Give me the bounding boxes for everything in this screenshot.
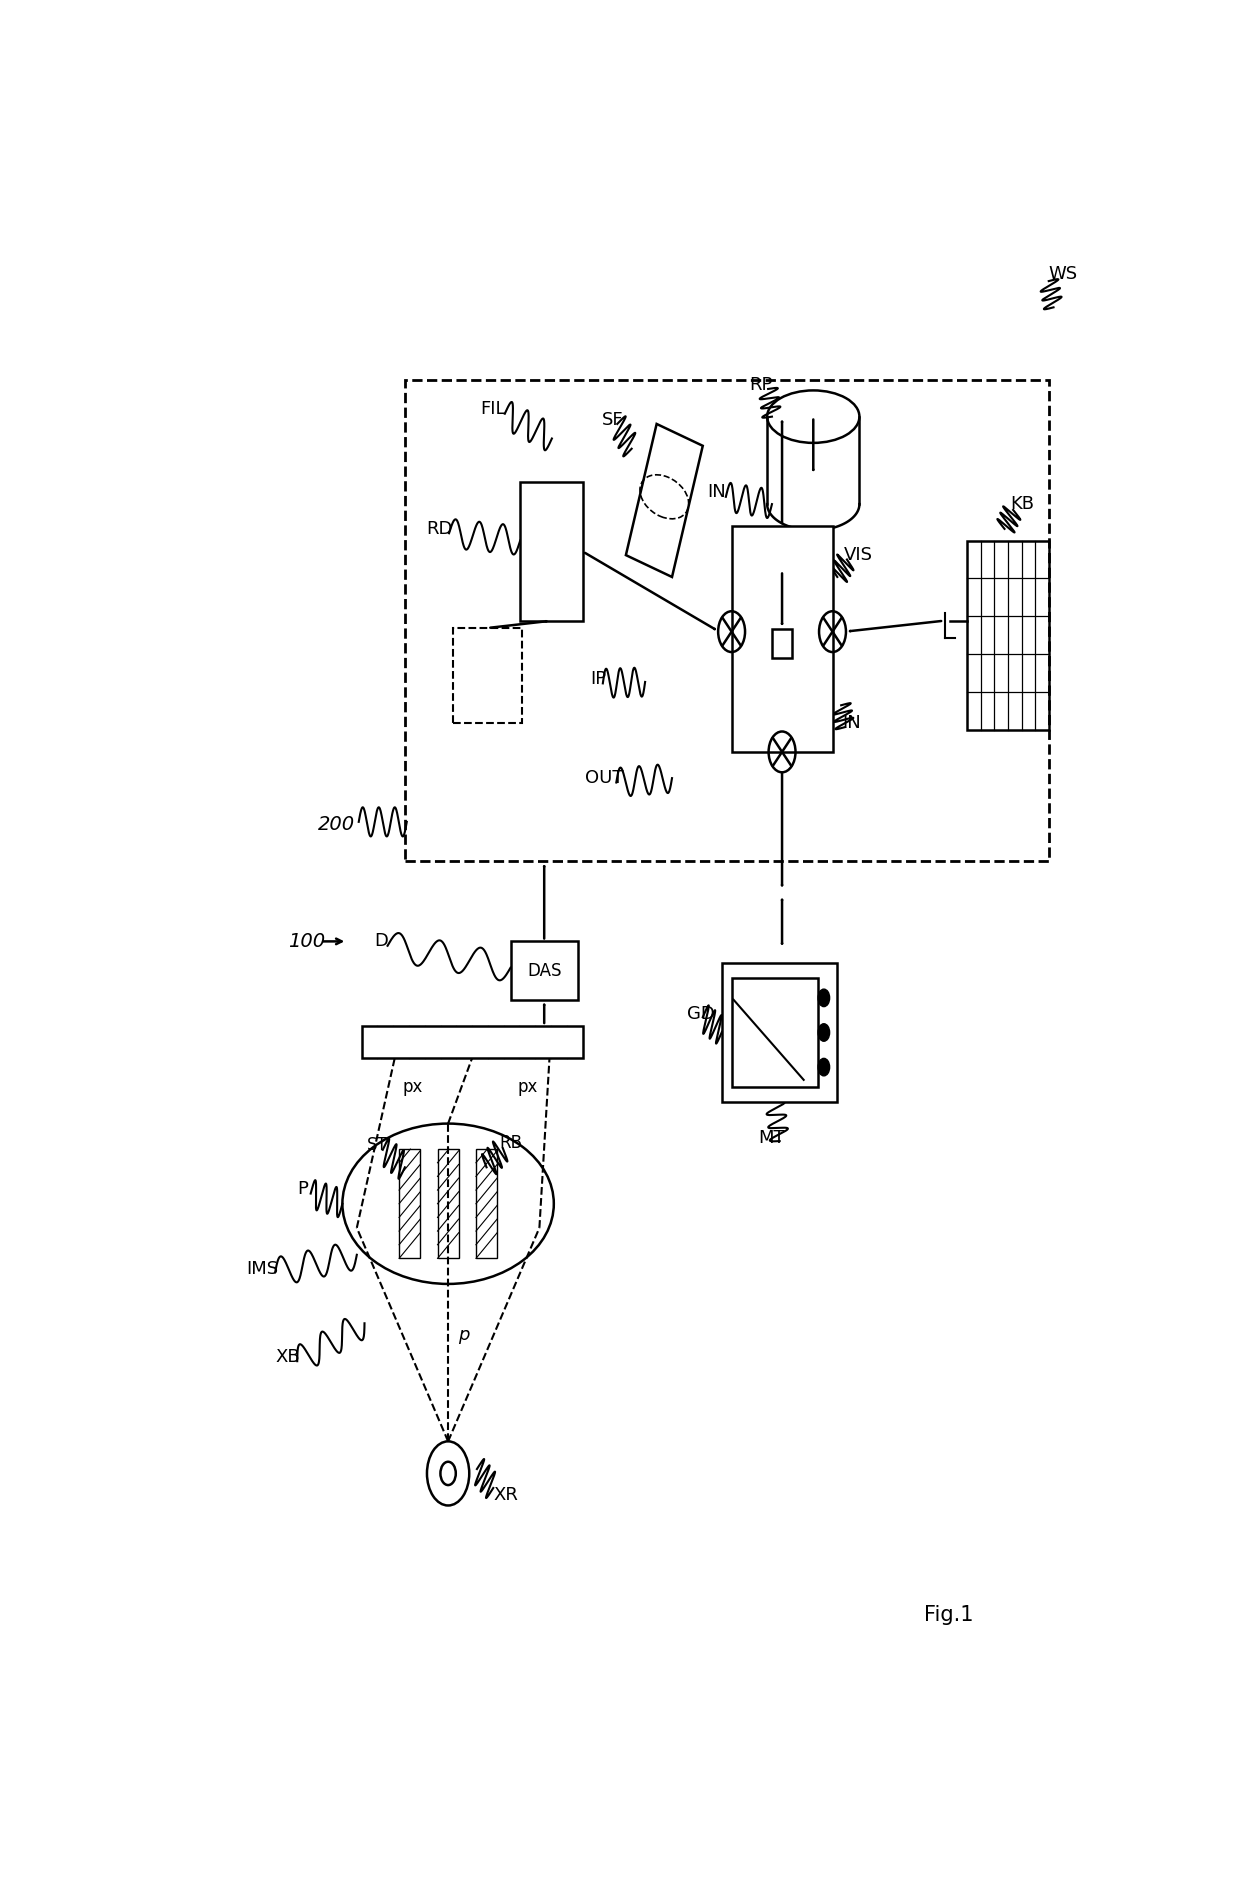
Text: XR: XR <box>494 1486 518 1505</box>
Text: RD: RD <box>427 521 453 538</box>
Bar <box>967 541 1049 731</box>
Text: P: P <box>298 1179 308 1198</box>
Text: GD: GD <box>687 1005 715 1024</box>
Bar <box>521 483 583 621</box>
Bar <box>453 628 522 723</box>
Text: 200: 200 <box>319 816 356 835</box>
Circle shape <box>440 1461 456 1486</box>
Bar <box>404 380 1049 861</box>
Text: RP: RP <box>749 375 773 394</box>
Circle shape <box>818 990 830 1007</box>
Text: WS: WS <box>1049 265 1078 282</box>
Text: DAS: DAS <box>527 962 562 979</box>
Text: MT: MT <box>759 1128 785 1147</box>
Text: px: px <box>402 1079 423 1096</box>
Text: ST: ST <box>367 1136 387 1155</box>
Bar <box>438 1149 459 1259</box>
Text: D: D <box>374 933 388 950</box>
Text: IMS: IMS <box>247 1261 279 1278</box>
Text: IN: IN <box>842 714 861 733</box>
Text: OUT: OUT <box>584 769 622 787</box>
Bar <box>511 941 578 1000</box>
Bar <box>476 1149 497 1259</box>
Text: IN: IN <box>708 483 727 502</box>
Text: p: p <box>458 1325 469 1344</box>
Text: SF: SF <box>601 411 624 428</box>
Text: IP: IP <box>590 670 606 687</box>
Text: Fig.1: Fig.1 <box>924 1605 973 1624</box>
Bar <box>773 628 791 659</box>
Bar <box>732 979 818 1087</box>
Bar <box>399 1149 420 1259</box>
Text: VIS: VIS <box>844 545 873 564</box>
Text: FIL: FIL <box>480 399 506 418</box>
Text: RB: RB <box>498 1134 522 1151</box>
Circle shape <box>818 1058 830 1075</box>
Bar <box>722 964 837 1102</box>
Text: KB: KB <box>1011 496 1034 513</box>
Text: px: px <box>517 1079 538 1096</box>
Circle shape <box>818 1024 830 1041</box>
Bar <box>362 1026 583 1058</box>
Text: XB: XB <box>275 1348 300 1367</box>
Text: 100: 100 <box>288 931 325 950</box>
Bar <box>732 526 832 752</box>
